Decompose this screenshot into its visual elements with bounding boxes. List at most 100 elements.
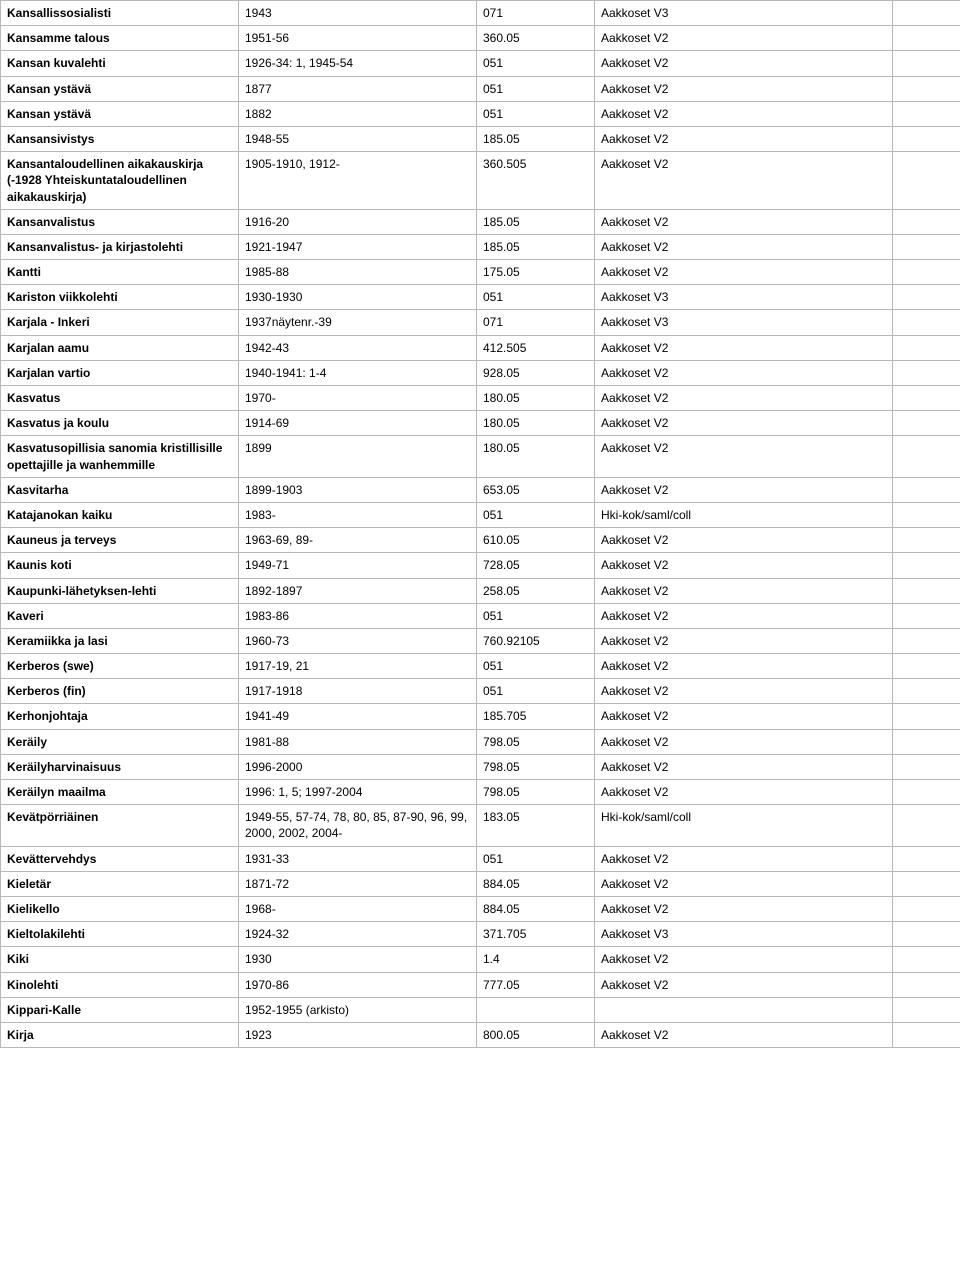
- cell-extra: [893, 578, 960, 603]
- cell-code: 051: [477, 654, 595, 679]
- table-row: Kansan ystävä1882051Aakkoset V2: [1, 101, 960, 126]
- table-row: Keräilyn maailma1996: 1, 5; 1997-2004798…: [1, 780, 960, 805]
- cell-extra: [893, 679, 960, 704]
- cell-years: 1952-1955 (arkisto): [239, 997, 477, 1022]
- cell-name: Kansamme talous: [1, 26, 239, 51]
- cell-extra: [893, 922, 960, 947]
- cell-years: 1871-72: [239, 871, 477, 896]
- cell-name: Karjalan vartio: [1, 360, 239, 385]
- cell-code: 728.05: [477, 553, 595, 578]
- cell-code: 051: [477, 76, 595, 101]
- cell-extra: [893, 947, 960, 972]
- cell-code: 071: [477, 310, 595, 335]
- cell-location: Aakkoset V2: [595, 972, 893, 997]
- cell-extra: [893, 26, 960, 51]
- cell-years: 1951-56: [239, 26, 477, 51]
- cell-code: 360.505: [477, 152, 595, 210]
- cell-years: 1942-43: [239, 335, 477, 360]
- table-row: Kerberos (swe)1917-19, 21051Aakkoset V2: [1, 654, 960, 679]
- cell-location: Aakkoset V2: [595, 209, 893, 234]
- cell-name: Kansantaloudellinen aikakauskirja (-1928…: [1, 152, 239, 210]
- cell-extra: [893, 335, 960, 360]
- cell-years: 1917-19, 21: [239, 654, 477, 679]
- cell-name: Kerberos (swe): [1, 654, 239, 679]
- cell-location: Aakkoset V2: [595, 679, 893, 704]
- table-row: Kaunis koti1949-71728.05Aakkoset V2: [1, 553, 960, 578]
- cell-location: Aakkoset V2: [595, 411, 893, 436]
- cell-location: Aakkoset V2: [595, 896, 893, 921]
- cell-name: Kansanvalistus: [1, 209, 239, 234]
- cell-location: Aakkoset V2: [595, 754, 893, 779]
- cell-name: Kaveri: [1, 603, 239, 628]
- cell-name: Kieletär: [1, 871, 239, 896]
- cell-name: Kaunis koti: [1, 553, 239, 578]
- cell-code: 051: [477, 846, 595, 871]
- cell-location: Aakkoset V2: [595, 729, 893, 754]
- cell-code: 180.05: [477, 436, 595, 477]
- cell-years: 1892-1897: [239, 578, 477, 603]
- cell-years: 1943: [239, 1, 477, 26]
- cell-extra: [893, 528, 960, 553]
- cell-years: 1949-55, 57-74, 78, 80, 85, 87-90, 96, 9…: [239, 805, 477, 846]
- cell-years: 1917-1918: [239, 679, 477, 704]
- cell-code: 051: [477, 285, 595, 310]
- cell-location: Aakkoset V2: [595, 234, 893, 259]
- cell-years: 1963-69, 89-: [239, 528, 477, 553]
- cell-years: 1930-1930: [239, 285, 477, 310]
- cell-extra: [893, 780, 960, 805]
- cell-years: 1926-34: 1, 1945-54: [239, 51, 477, 76]
- cell-code: [477, 997, 595, 1022]
- cell-code: 051: [477, 101, 595, 126]
- cell-years: 1970-: [239, 386, 477, 411]
- cell-code: 653.05: [477, 477, 595, 502]
- cell-location: Aakkoset V2: [595, 126, 893, 151]
- cell-years: 1996-2000: [239, 754, 477, 779]
- cell-years: 1949-71: [239, 553, 477, 578]
- table-row: Kirja1923800.05Aakkoset V2: [1, 1022, 960, 1047]
- cell-location: Aakkoset V2: [595, 101, 893, 126]
- cell-name: Keräily: [1, 729, 239, 754]
- cell-code: 258.05: [477, 578, 595, 603]
- cell-years: 1882: [239, 101, 477, 126]
- cell-extra: [893, 386, 960, 411]
- cell-code: 051: [477, 51, 595, 76]
- cell-code: 760.92105: [477, 628, 595, 653]
- cell-name: Kerberos (fin): [1, 679, 239, 704]
- cell-name: Kippari-Kalle: [1, 997, 239, 1022]
- cell-name: Karjala - Inkeri: [1, 310, 239, 335]
- cell-extra: [893, 846, 960, 871]
- cell-extra: [893, 871, 960, 896]
- cell-name: Kasvitarha: [1, 477, 239, 502]
- cell-location: Aakkoset V2: [595, 26, 893, 51]
- cell-code: 928.05: [477, 360, 595, 385]
- cell-extra: [893, 51, 960, 76]
- cell-location: Aakkoset V2: [595, 654, 893, 679]
- table-row: Kerberos (fin)1917-1918051Aakkoset V2: [1, 679, 960, 704]
- cell-code: 800.05: [477, 1022, 595, 1047]
- cell-code: 610.05: [477, 528, 595, 553]
- cell-location: Aakkoset V2: [595, 76, 893, 101]
- cell-years: 1948-55: [239, 126, 477, 151]
- cell-code: 183.05: [477, 805, 595, 846]
- cell-name: Kauneus ja terveys: [1, 528, 239, 553]
- cell-years: 1916-20: [239, 209, 477, 234]
- cell-extra: [893, 152, 960, 210]
- cell-location: [595, 997, 893, 1022]
- table-row: Kaveri1983-86051Aakkoset V2: [1, 603, 960, 628]
- table-row: Kiki19301.4Aakkoset V2: [1, 947, 960, 972]
- cell-years: 1937näytenr.-39: [239, 310, 477, 335]
- cell-location: Aakkoset V2: [595, 152, 893, 210]
- cell-code: 412.505: [477, 335, 595, 360]
- cell-code: 884.05: [477, 871, 595, 896]
- table-row: Keräilyharvinaisuus1996-2000798.05Aakkos…: [1, 754, 960, 779]
- cell-code: 777.05: [477, 972, 595, 997]
- table-row: Kansantaloudellinen aikakauskirja (-1928…: [1, 152, 960, 210]
- cell-years: 1996: 1, 5; 1997-2004: [239, 780, 477, 805]
- cell-years: 1983-: [239, 502, 477, 527]
- cell-name: Kaupunki-lähetyksen-lehti: [1, 578, 239, 603]
- cell-name: Kasvatus ja koulu: [1, 411, 239, 436]
- table-row: Kansanvalistus- ja kirjastolehti1921-194…: [1, 234, 960, 259]
- cell-code: 798.05: [477, 754, 595, 779]
- table-row: Kansamme talous1951-56360.05Aakkoset V2: [1, 26, 960, 51]
- cell-code: 798.05: [477, 729, 595, 754]
